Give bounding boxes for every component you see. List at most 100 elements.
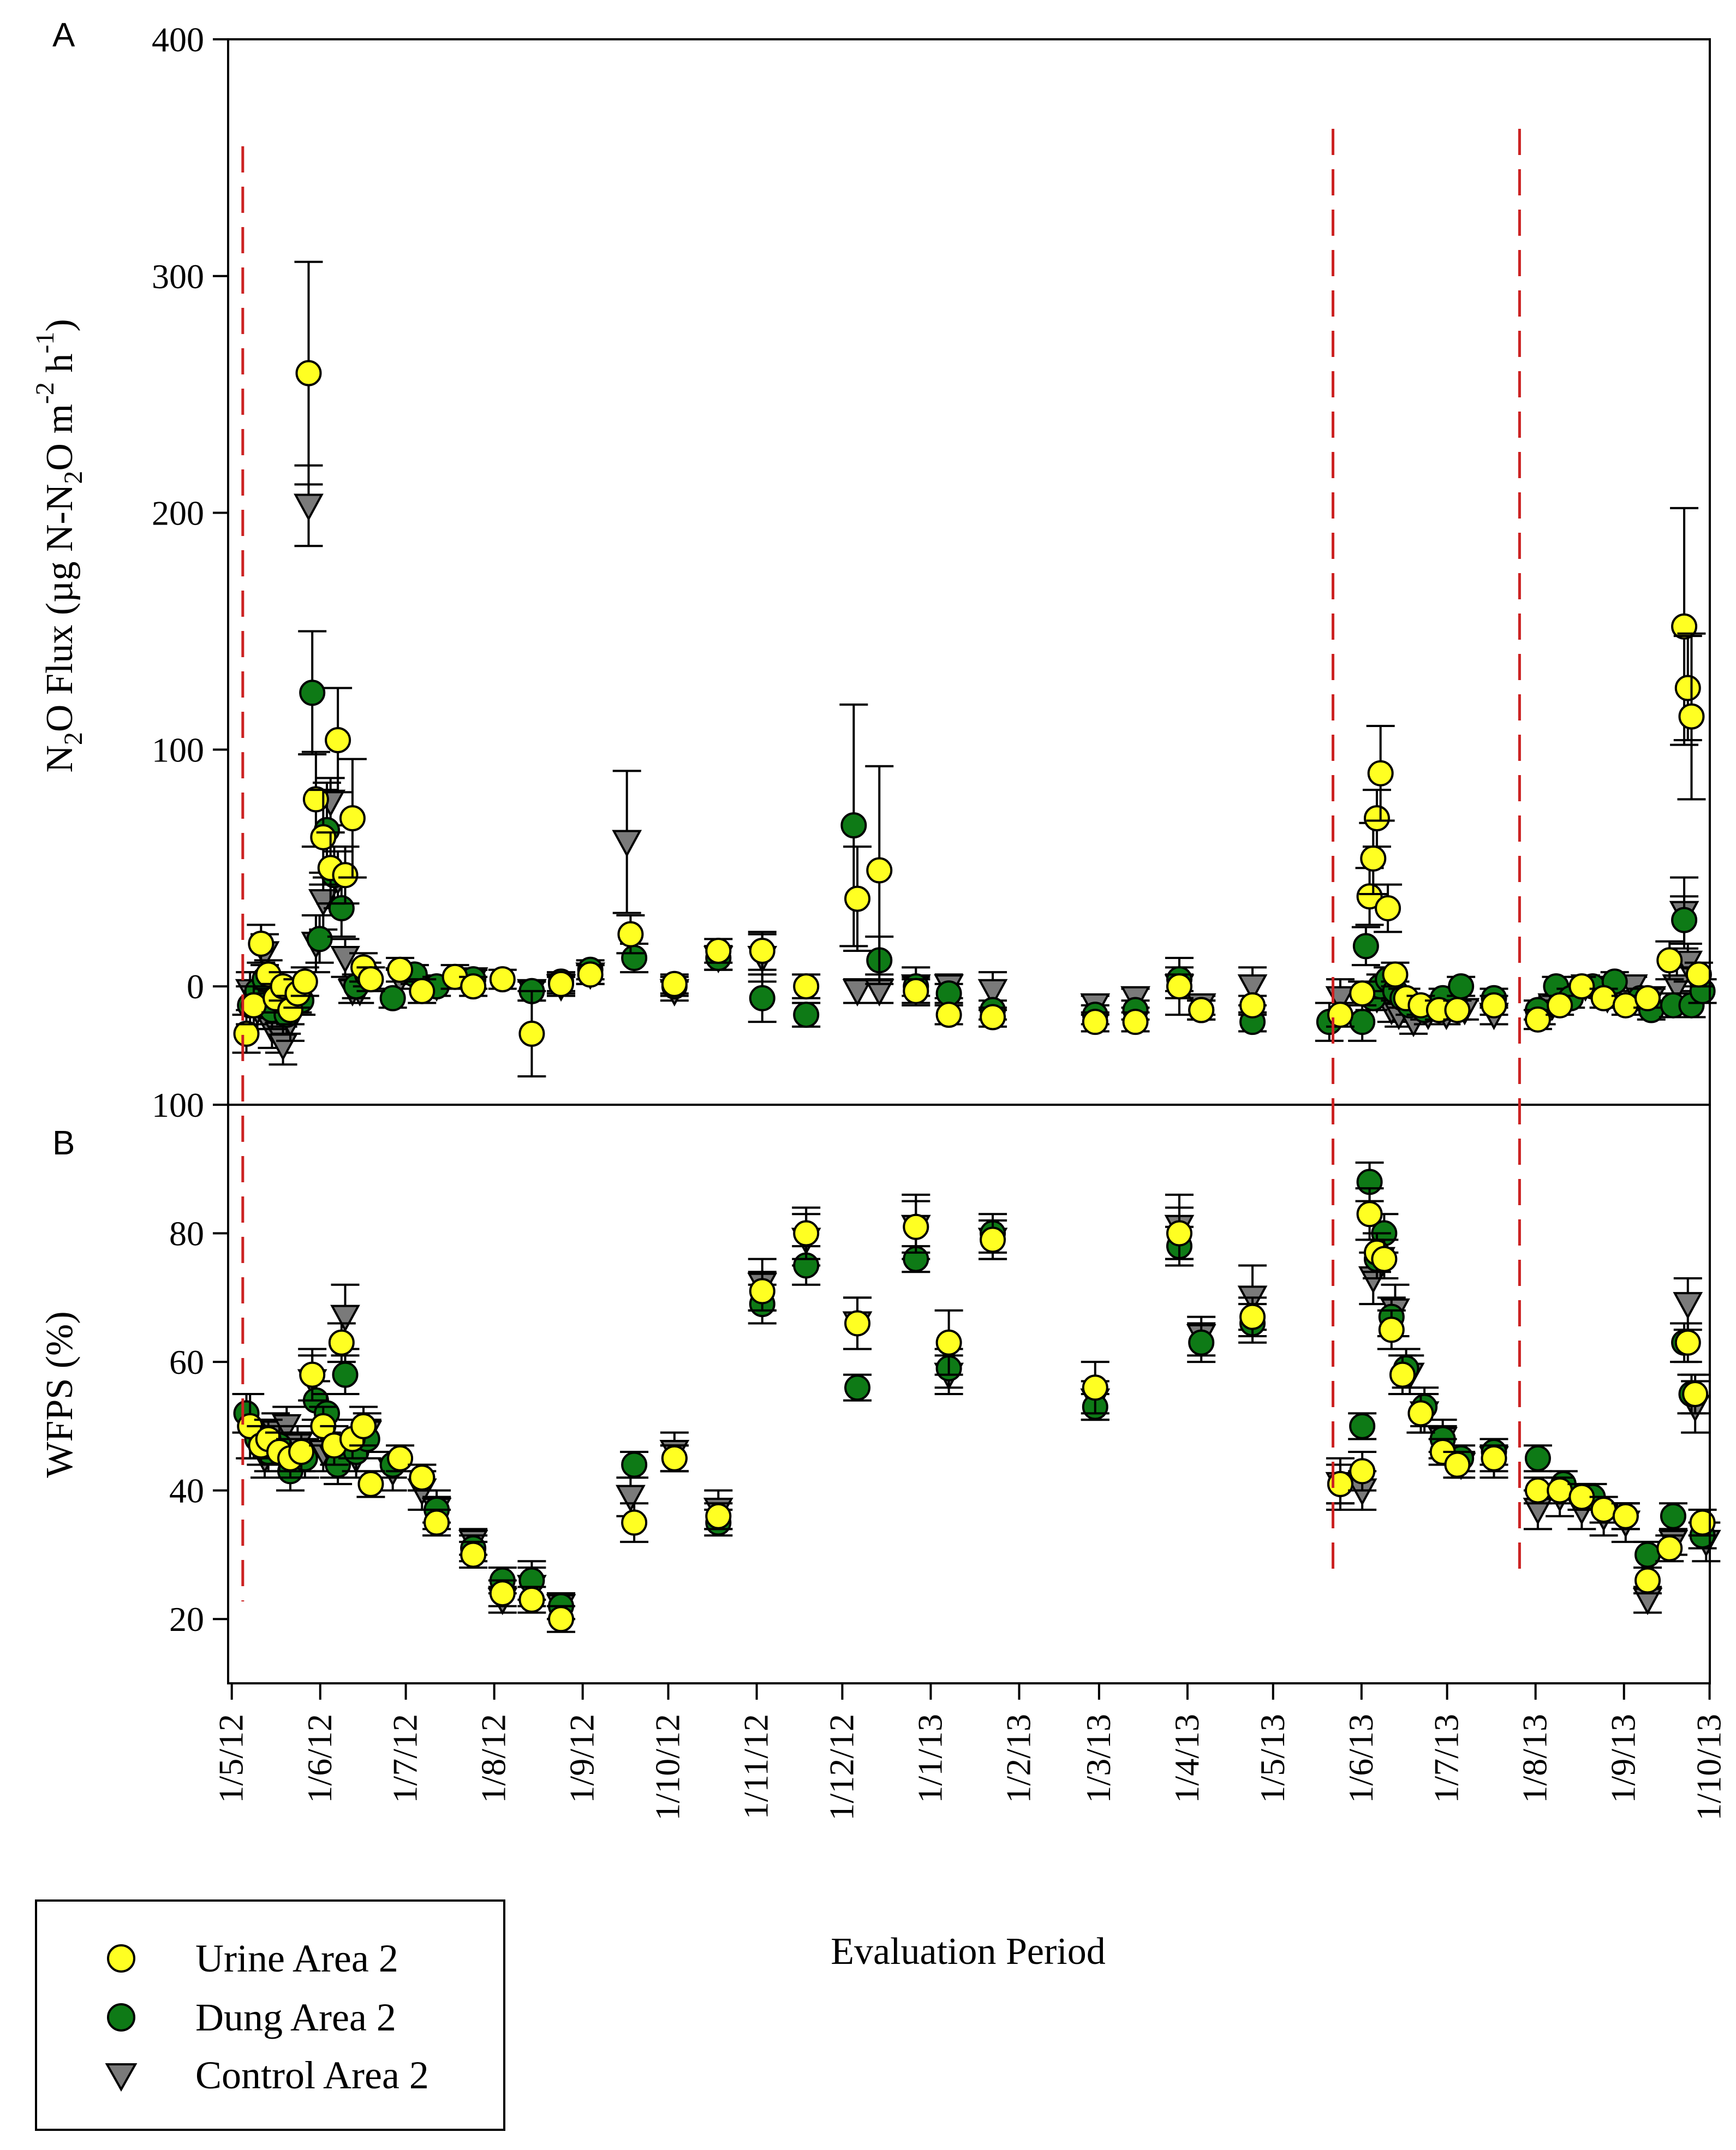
data-point xyxy=(749,1278,775,1305)
panel-a-y-tick-label: 300 xyxy=(152,257,204,296)
data-point xyxy=(1568,973,1595,1000)
data-point xyxy=(1685,961,1712,988)
x-tick-label: 1/6/13 xyxy=(1341,1714,1380,1803)
panel-b-series-urine-area-2 xyxy=(236,1187,1717,1633)
data-point xyxy=(1360,845,1387,872)
data-point xyxy=(1656,1535,1683,1562)
data-point xyxy=(1378,1317,1405,1343)
data-point xyxy=(1612,992,1639,1019)
data-point xyxy=(1590,1497,1617,1523)
legend-urine-marker xyxy=(107,1944,135,1973)
data-point xyxy=(1375,895,1401,921)
data-point xyxy=(387,956,414,983)
x-tick-label: 1/5/13 xyxy=(1253,1714,1292,1803)
data-point xyxy=(1660,1503,1686,1529)
data-point xyxy=(1481,992,1507,1019)
data-point xyxy=(977,979,1008,1006)
panel-a-series-urine-area-2 xyxy=(232,260,1713,1077)
data-point xyxy=(1547,992,1573,1019)
data-point xyxy=(1349,980,1376,1007)
data-point xyxy=(793,1002,820,1028)
data-point xyxy=(332,1361,359,1388)
data-point xyxy=(489,1580,516,1607)
panel-b-frame xyxy=(227,1104,1711,1684)
data-point xyxy=(1349,1458,1376,1485)
data-point xyxy=(1634,1541,1661,1568)
x-tick-label: 1/3/13 xyxy=(1079,1714,1118,1803)
data-point xyxy=(1590,985,1617,1011)
x-tick-label: 1/9/12 xyxy=(563,1714,601,1803)
data-point xyxy=(330,1305,360,1332)
data-point xyxy=(1371,1246,1398,1272)
data-point xyxy=(980,1004,1006,1031)
panel-a-letter: A xyxy=(52,16,75,54)
data-point xyxy=(866,857,893,884)
x-tick-label: 1/9/13 xyxy=(1604,1714,1643,1803)
panel-b-y-tick-label: 20 xyxy=(169,1600,204,1639)
data-point xyxy=(1634,985,1661,1011)
panel-a-y-tick-label: 200 xyxy=(152,494,204,533)
data-point xyxy=(617,921,644,948)
data-point xyxy=(489,966,516,993)
panel-b: B WFPS (%) 20 40 60 80 100 xyxy=(39,1086,1721,1684)
data-point xyxy=(621,945,648,972)
panel-b-y-tick-label: 40 xyxy=(169,1472,204,1510)
data-point xyxy=(460,973,487,1000)
data-point xyxy=(294,493,324,521)
data-point xyxy=(350,1413,377,1439)
data-point xyxy=(328,895,355,921)
panel-a-marks xyxy=(232,260,1717,1077)
data-point xyxy=(310,824,337,850)
data-point xyxy=(248,931,275,957)
x-tick-label: 1/8/12 xyxy=(474,1714,513,1803)
data-point xyxy=(548,1606,575,1633)
data-point xyxy=(1671,613,1698,640)
reference-lines xyxy=(241,129,1521,1601)
data-point xyxy=(332,862,359,889)
data-point xyxy=(548,970,575,997)
legend-urine-label: Urine Area 2 xyxy=(195,1937,398,1980)
data-point xyxy=(1188,1329,1215,1356)
data-point xyxy=(1673,1292,1703,1320)
x-tick-label: 1/5/12 xyxy=(212,1714,250,1803)
data-point xyxy=(577,961,604,988)
data-point xyxy=(379,985,406,1011)
data-point xyxy=(1082,1009,1108,1035)
data-point xyxy=(423,1509,450,1536)
data-point xyxy=(1349,1009,1376,1035)
data-point xyxy=(1166,973,1192,1000)
data-point xyxy=(661,1445,688,1472)
data-point xyxy=(1382,961,1409,988)
data-point xyxy=(339,805,366,832)
legend-dung-marker xyxy=(107,2003,135,2032)
data-point xyxy=(749,938,775,964)
panel-b-marks xyxy=(232,1162,1721,1633)
data-point xyxy=(1481,1445,1507,1472)
panel-b-y-tick-label: 100 xyxy=(152,1086,204,1124)
data-point xyxy=(1671,907,1698,933)
data-point xyxy=(1682,1381,1709,1407)
data-point xyxy=(844,1374,871,1401)
data-point xyxy=(302,786,329,813)
data-point xyxy=(1612,1503,1639,1529)
panel-b-y-axis-title: WFPS (%) xyxy=(39,1311,81,1478)
data-point xyxy=(299,680,326,706)
data-point xyxy=(980,1226,1006,1253)
data-point xyxy=(903,978,929,1004)
data-point xyxy=(793,1220,820,1247)
data-point xyxy=(1547,1477,1573,1504)
data-point xyxy=(1352,933,1379,960)
data-point xyxy=(935,1002,962,1028)
data-point xyxy=(288,1439,315,1465)
x-tick-label: 1/1/13 xyxy=(910,1714,949,1803)
data-point xyxy=(1407,1400,1434,1427)
data-point xyxy=(1689,1509,1716,1536)
data-point xyxy=(705,938,732,964)
panel-b-y-tick-label: 80 xyxy=(169,1214,204,1253)
x-tick-label: 1/12/12 xyxy=(822,1714,861,1821)
data-point xyxy=(460,1541,487,1568)
panel-a-y-tick-label: 100 xyxy=(152,730,204,769)
data-point xyxy=(233,1020,260,1047)
data-point xyxy=(1239,992,1266,1019)
